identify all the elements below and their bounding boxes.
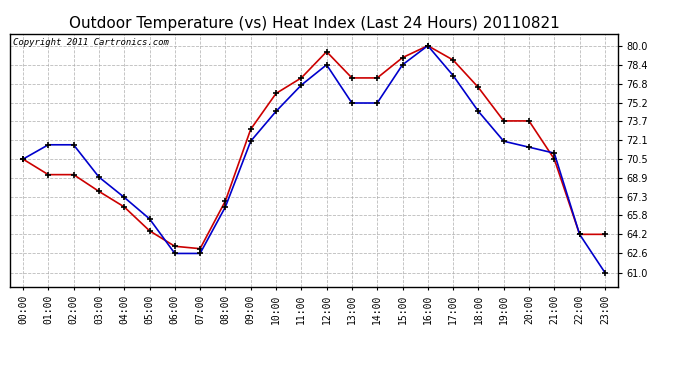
Title: Outdoor Temperature (vs) Heat Index (Last 24 Hours) 20110821: Outdoor Temperature (vs) Heat Index (Las… — [68, 16, 560, 31]
Text: Copyright 2011 Cartronics.com: Copyright 2011 Cartronics.com — [13, 38, 169, 46]
